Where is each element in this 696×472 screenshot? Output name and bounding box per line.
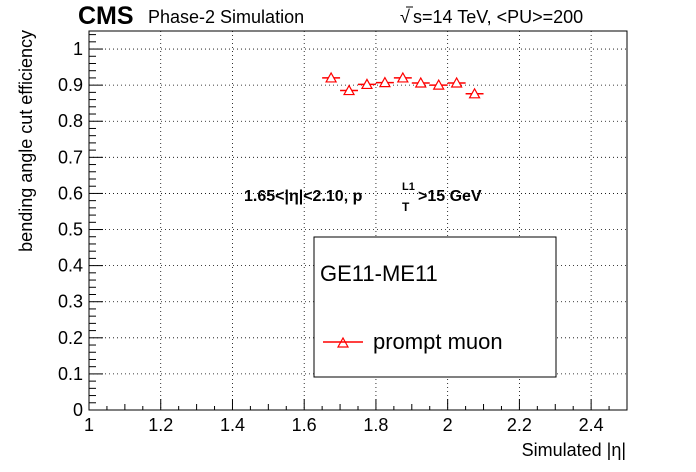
- selection-annotation: 1.65<|η|<2.10, p L1 T >15 GeV: [244, 181, 482, 214]
- x-tick-label: 1.6: [292, 415, 317, 435]
- y-tick-label: 0.2: [58, 328, 83, 348]
- y-axis-title: bending angle cut efficiency: [16, 30, 36, 252]
- annotation-pt-cut: >15 GeV: [418, 188, 482, 205]
- y-tick-label: 1: [73, 39, 83, 59]
- axis-ticks: [88, 34, 628, 411]
- x-tick-label: 1.4: [220, 415, 245, 435]
- legend-header: GE11-ME11: [320, 261, 438, 286]
- y-tick-label: 0.6: [58, 183, 83, 203]
- legend-box: [313, 236, 557, 378]
- x-tick-label: 2.4: [579, 415, 604, 435]
- experiment-label: CMS: [78, 2, 134, 30]
- tick-labels: 1 1.2 1.4 1.6 1.8 2 2.2 2.4 0 0.1 0.2 0.3 0.4 0.5 0.6 0…: [58, 39, 604, 435]
- y-tick-label: 0.5: [58, 220, 83, 240]
- y-tick-label: 0.3: [58, 292, 83, 312]
- sqrt-symbol: √: [400, 7, 410, 27]
- y-tick-label: 0.8: [58, 111, 83, 131]
- y-tick-label: 0: [73, 400, 83, 420]
- y-tick-label: 0.9: [58, 75, 83, 95]
- simulation-label: Phase-2 Simulation: [148, 7, 304, 27]
- data-point-marker: [432, 78, 445, 90]
- x-tick-label: 1: [84, 415, 94, 435]
- y-tick-label: 0.4: [58, 256, 83, 276]
- data-point-marker: [343, 84, 356, 96]
- data-point-marker: [378, 76, 391, 88]
- energy-pileup-label: s=14 TeV, <PU>=200: [413, 7, 583, 27]
- annotation-subscript: T: [402, 200, 410, 214]
- annotation-eta-range: 1.65<|η|<2.10, p: [244, 188, 363, 205]
- y-tick-label: 0.7: [58, 147, 83, 167]
- x-tick-label: 1.2: [148, 415, 173, 435]
- y-tick-label: 0.1: [58, 364, 83, 384]
- legend-marker-sample: [336, 336, 350, 348]
- legend: GE11-ME11 prompt muon: [313, 236, 557, 378]
- data-point-marker: [450, 76, 463, 88]
- data-series: [322, 71, 484, 99]
- legend-entry-label: prompt muon: [373, 329, 503, 354]
- x-tick-label: 2.2: [507, 415, 532, 435]
- x-tick-label: 1.8: [363, 415, 388, 435]
- data-point-marker: [414, 76, 427, 88]
- x-axis-title: Simulated |η|: [522, 440, 626, 460]
- data-point-marker: [325, 71, 338, 83]
- data-point-marker: [360, 78, 373, 90]
- data-point-marker: [468, 87, 481, 99]
- x-tick-label: 2: [443, 415, 453, 435]
- data-point-marker: [396, 71, 409, 83]
- annotation-superscript: L1: [402, 181, 415, 193]
